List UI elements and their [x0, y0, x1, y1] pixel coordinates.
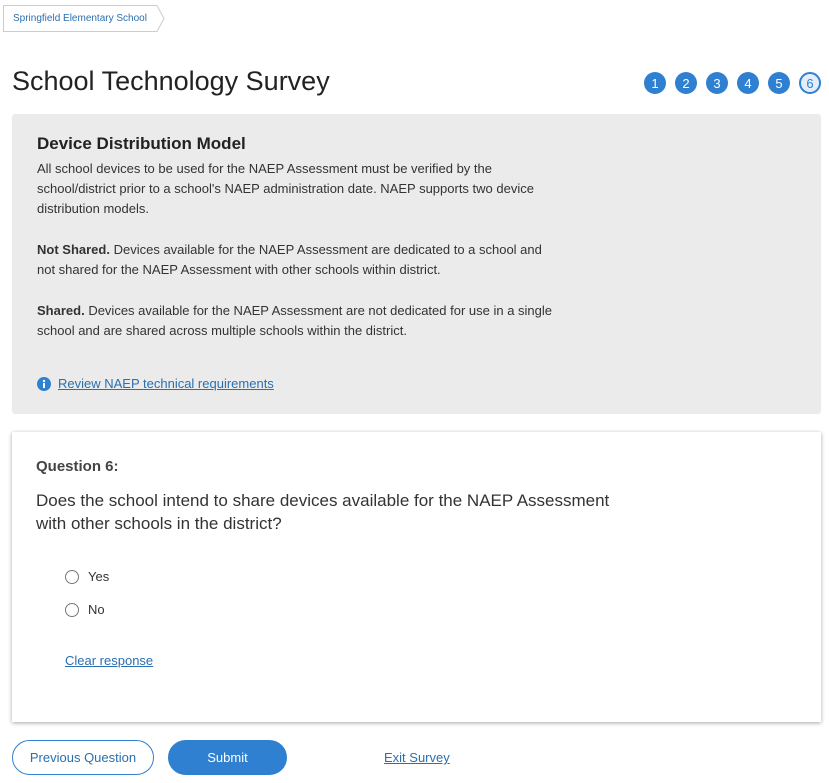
requirements-link[interactable]: Review NAEP technical requirements	[58, 376, 274, 391]
step-current[interactable]: 6	[799, 72, 821, 94]
option[interactable]: Yes	[65, 569, 109, 584]
step[interactable]: 1	[644, 72, 666, 94]
step-indicator: 1 2 3 4 5 6	[644, 72, 829, 94]
breadcrumb-label[interactable]: Springfield Elementary School	[13, 13, 147, 24]
option[interactable]: No	[65, 602, 105, 617]
info-panel: Device Distribution Model All school dev…	[12, 114, 821, 414]
question-text: Does the school intend to share devices …	[36, 491, 610, 533]
page-title: School Technology Survey	[12, 66, 330, 96]
model-desc: Not Shared. Devices available for the NA…	[37, 240, 562, 280]
model-text: Devices available for the NAEP Assessmen…	[37, 303, 552, 338]
step[interactable]: 2	[675, 72, 697, 94]
model-desc: Shared. Devices available for the NAEP A…	[37, 301, 562, 341]
option-label[interactable]: No	[88, 602, 105, 617]
panel-heading: Device Distribution Model	[37, 134, 246, 153]
model-term: Not Shared.	[37, 242, 110, 257]
model-term: Shared.	[37, 303, 85, 318]
question-card: Question 6: Does the school intend to sh…	[12, 432, 821, 722]
model-text: Devices available for the NAEP Assessmen…	[37, 242, 542, 277]
breadcrumb[interactable]: Springfield Elementary School	[3, 5, 165, 32]
question-label: Question 6:	[36, 458, 119, 475]
panel-intro: All school devices to be used for the NA…	[37, 161, 534, 216]
exit-link[interactable]: Exit Survey	[384, 750, 450, 765]
step[interactable]: 5	[768, 72, 790, 94]
step[interactable]: 3	[706, 72, 728, 94]
breadcrumb-shape	[3, 5, 165, 32]
radio[interactable]	[65, 602, 79, 617]
info-icon	[37, 377, 51, 391]
radio[interactable]	[65, 569, 79, 584]
step[interactable]: 4	[737, 72, 759, 94]
previous-button[interactable]: Previous Question	[12, 740, 154, 775]
submit-button[interactable]: Submit	[168, 740, 287, 775]
clear-response[interactable]: Clear response	[65, 653, 154, 668]
option-label[interactable]: Yes	[88, 569, 110, 584]
